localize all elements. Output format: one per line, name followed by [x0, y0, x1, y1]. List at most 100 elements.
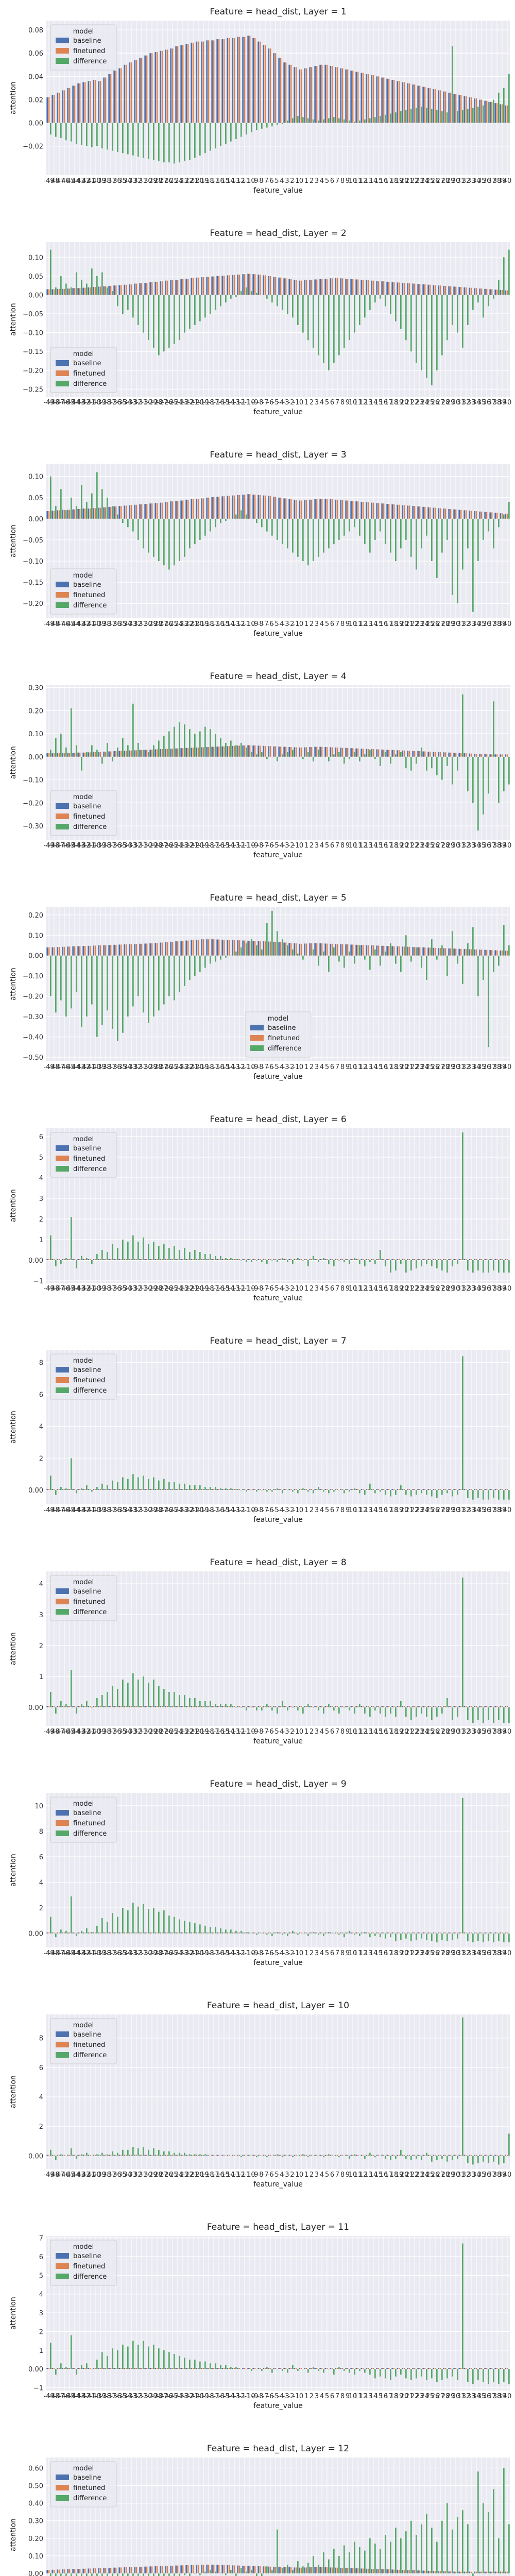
x-tick-label: -43 [74, 2171, 85, 2179]
x-tick-label: 35 [477, 1506, 486, 1514]
bar-difference [416, 1490, 417, 1495]
bar-finetuned [311, 943, 313, 956]
x-tick-label: -34 [121, 1728, 131, 1736]
bar-baseline [98, 1489, 99, 1490]
bar-difference [163, 295, 165, 352]
bar-baseline [258, 1932, 259, 1934]
bar-difference [374, 1490, 376, 1494]
bar-difference [385, 951, 386, 956]
bar-finetuned [53, 95, 55, 123]
bar-difference [215, 1927, 216, 1934]
bar-baseline [391, 1489, 393, 1490]
bar-difference [483, 756, 484, 815]
bar-finetuned [285, 747, 287, 757]
x-tick-label: 8 [340, 1950, 345, 1957]
bar-finetuned [460, 1932, 462, 1934]
bar-baseline [340, 278, 341, 295]
x-tick-label: -6 [267, 1950, 274, 1957]
bar-finetuned [352, 1932, 354, 1934]
bar-finetuned [419, 1932, 421, 1934]
bar-baseline [294, 1706, 295, 1707]
bar-finetuned [383, 945, 385, 956]
x-tick-label: 23 [416, 620, 424, 628]
x-tick-label: -31 [136, 1506, 147, 1514]
bar-finetuned [285, 62, 287, 123]
bar-finetuned [367, 1932, 369, 1934]
bar-baseline [427, 1706, 429, 1707]
bar-difference [107, 1922, 108, 1934]
bar-difference [431, 2156, 433, 2162]
bar-baseline [98, 1932, 99, 1934]
bar-difference [395, 1260, 397, 1270]
bar-baseline [402, 2368, 403, 2369]
bar-difference [385, 518, 386, 545]
bar-difference [65, 510, 67, 519]
bar-finetuned [264, 1932, 266, 1934]
bar-baseline [319, 1489, 321, 1490]
bar-finetuned [223, 496, 225, 519]
bar-difference [467, 756, 469, 791]
x-tick-label: -32 [131, 1950, 142, 1957]
bar-difference [364, 1707, 366, 1714]
bar-finetuned [465, 2155, 467, 2156]
bar-finetuned [202, 1489, 204, 1490]
bar-finetuned [372, 502, 374, 519]
x-tick-label: -18 [203, 1506, 214, 1514]
x-tick-label: 31 [457, 177, 466, 185]
bar-difference [313, 295, 314, 348]
bar-finetuned [53, 947, 55, 956]
bar-finetuned [501, 1706, 503, 1707]
x-tick-label: -5 [272, 177, 279, 185]
bar-finetuned [166, 501, 168, 519]
x-tick-label: -48 [48, 177, 59, 185]
bar-finetuned [439, 1259, 441, 1260]
bar-finetuned [439, 948, 441, 956]
bar-difference [153, 955, 154, 1017]
y-tick-label: 2 [39, 1455, 43, 1463]
bar-difference [390, 1260, 391, 1273]
legend-title: model [73, 1357, 94, 1365]
bar-finetuned [336, 1706, 338, 1707]
x-tick-label: -18 [203, 399, 214, 406]
bar-finetuned [233, 2155, 235, 2156]
legend-title: model [73, 1579, 94, 1586]
bar-difference [436, 1260, 438, 1268]
x-tick-label: 34 [472, 1728, 481, 1736]
bar-finetuned [63, 2155, 65, 2156]
x-tick-label: -1 [293, 1950, 300, 1957]
x-tick-label: -5 [272, 1728, 279, 1736]
bar-finetuned [146, 1489, 148, 1490]
bar-finetuned [367, 1259, 369, 1260]
x-tick-label: 11 [354, 177, 363, 185]
bar-difference [225, 955, 227, 958]
bar-baseline [263, 1259, 264, 1260]
bar-finetuned [501, 513, 503, 519]
bar-baseline [371, 2155, 372, 2156]
bar-difference [467, 1707, 469, 1720]
bar-baseline [386, 946, 388, 956]
x-tick-label: 15 [374, 177, 383, 185]
bar-difference [122, 1240, 124, 1260]
bar-finetuned [197, 1932, 199, 1934]
x-tick-label: -17 [208, 177, 219, 185]
chart-title: Feature = head_dist, Layer = 11 [207, 2222, 349, 2232]
bar-difference [256, 1490, 258, 1492]
x-tick-label: -14 [224, 1728, 234, 1736]
bar-baseline [469, 753, 470, 757]
bar-baseline [474, 2368, 475, 2369]
x-tick-label: -36 [110, 620, 121, 628]
x-tick-label: -10 [244, 1506, 255, 1514]
bar-finetuned [414, 1489, 416, 1490]
x-tick-label: -11 [239, 620, 250, 628]
bar-difference [148, 518, 149, 553]
x-tick-label: 17 [385, 2171, 393, 2179]
x-tick-label: 38 [493, 2171, 502, 2179]
bar-finetuned [233, 1932, 235, 1934]
bar-difference [328, 1490, 330, 1494]
bar-difference [338, 1707, 340, 1714]
bar-finetuned [362, 1932, 364, 1934]
bar-baseline [407, 83, 408, 123]
bar-baseline [113, 1932, 115, 1934]
bar-difference [174, 726, 175, 757]
x-tick-label: 39 [498, 2171, 507, 2179]
